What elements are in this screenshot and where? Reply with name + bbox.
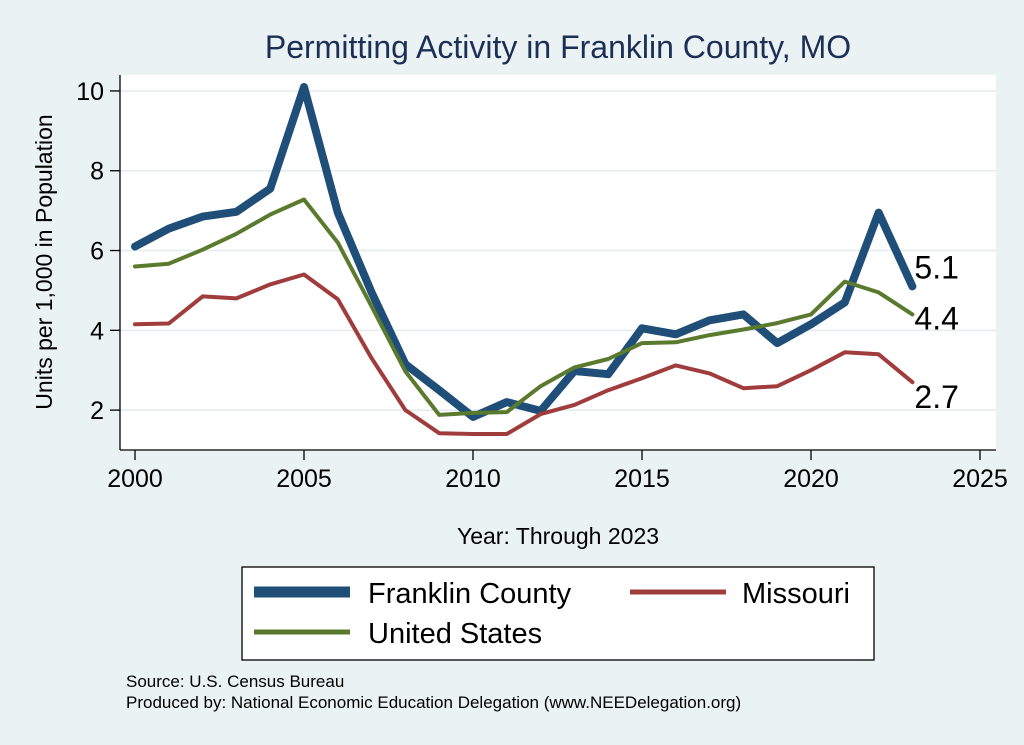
axes xyxy=(119,75,996,451)
end-label-franklin-county: 5.1 xyxy=(914,249,958,285)
end-labels: 5.1 4.4 2.7 xyxy=(914,249,958,415)
x-tick-label-2025: 2025 xyxy=(952,465,1008,493)
x-tick-label-2010: 2010 xyxy=(445,465,501,493)
y-tick-label-6: 6 xyxy=(90,238,104,266)
x-ticks: 2000 2005 2010 2015 2020 2025 xyxy=(107,450,1008,493)
series-line-united-states xyxy=(133,197,915,417)
y-tick-label-4: 4 xyxy=(90,317,104,345)
series-lines xyxy=(131,83,917,436)
x-tick-label-2005: 2005 xyxy=(276,465,332,493)
x-axis-label: Year: Through 2023 xyxy=(457,523,659,549)
x-tick-label-2020: 2020 xyxy=(783,465,839,493)
legend-box xyxy=(241,566,875,661)
legend-label-missouri: Missouri xyxy=(742,578,850,610)
y-tick-label-8: 8 xyxy=(90,158,104,186)
y-tick-label-2: 2 xyxy=(90,397,104,425)
series-line-missouri xyxy=(133,272,915,436)
chart-title: Permitting Activity in Franklin County, … xyxy=(265,29,851,65)
y-axis-label: Units per 1,000 in Population xyxy=(31,114,57,409)
producer-note: Produced by: National Economic Education… xyxy=(126,693,741,712)
legend-label-franklin-county: Franklin County xyxy=(368,578,572,610)
legend-label-united-states: United States xyxy=(368,618,542,650)
series-line-franklin-county xyxy=(131,83,917,421)
y-tick-label-10: 10 xyxy=(76,78,104,106)
end-label-united-states: 4.4 xyxy=(914,300,958,336)
legend: Franklin County Missouri United States xyxy=(241,566,875,661)
x-tick-label-2015: 2015 xyxy=(614,465,670,493)
y-ticks: 2 4 6 8 10 xyxy=(76,78,120,425)
gridlines xyxy=(120,90,996,411)
source-note: Source: U.S. Census Bureau xyxy=(126,672,344,691)
end-label-missouri: 2.7 xyxy=(914,379,958,415)
x-tick-label-2000: 2000 xyxy=(107,465,163,493)
